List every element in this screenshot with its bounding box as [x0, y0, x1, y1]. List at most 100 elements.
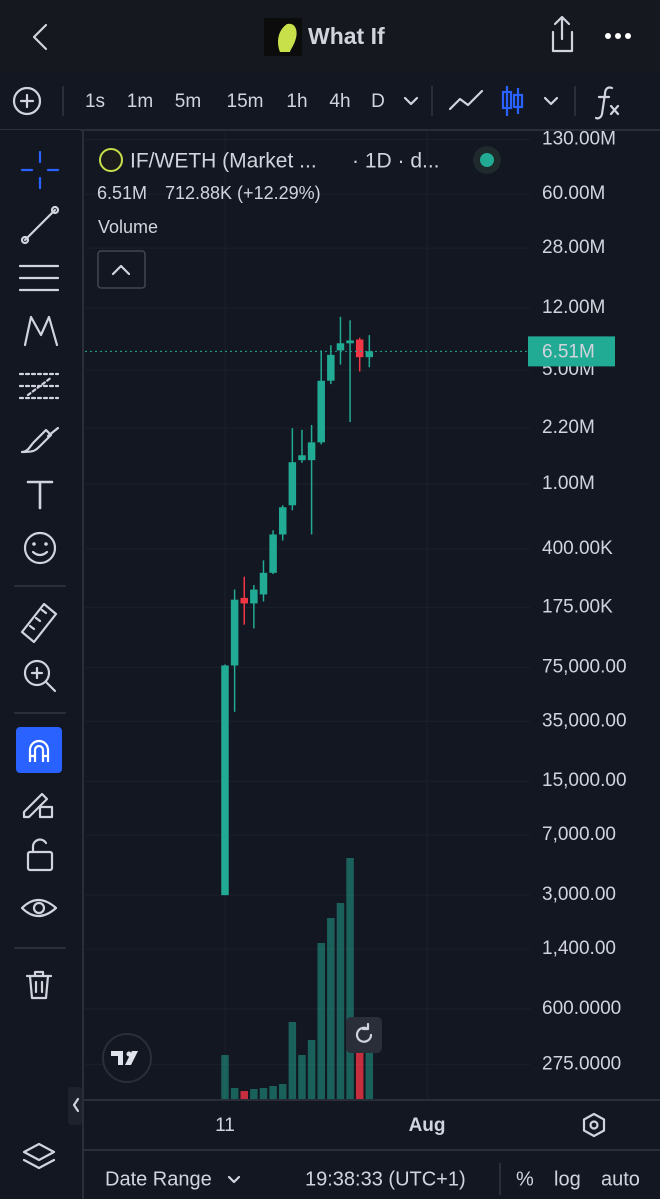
volume-bar: [327, 918, 335, 1100]
drawing-toolbar: [0, 130, 80, 1199]
candle-body: [336, 343, 345, 351]
header-bar: [0, 0, 660, 72]
delete-tool[interactable]: [25, 970, 53, 1000]
tv-logo[interactable]: [102, 1033, 152, 1083]
interval-menu[interactable]: [403, 96, 419, 106]
interval: · 1D · d...: [352, 150, 440, 173]
log-scale[interactable]: log: [554, 1168, 581, 1190]
volume-bar: [250, 1089, 258, 1100]
y-tick-label: 60.00M: [542, 183, 605, 204]
volume-bar: [365, 1050, 374, 1100]
interval[interactable]: 1h: [286, 91, 307, 112]
percent-scale[interactable]: %: [516, 1168, 534, 1190]
smile: [31, 550, 49, 557]
toolbar: [0, 72, 660, 130]
pencil-lock-tool[interactable]: [22, 792, 49, 819]
eye: [32, 542, 36, 546]
x-tick-label: Aug: [409, 1115, 446, 1136]
volume-pane: [221, 858, 374, 1100]
shackle: [31, 838, 48, 854]
brush-tool[interactable]: [20, 426, 60, 454]
back-button[interactable]: [32, 23, 48, 51]
small-lock: [38, 805, 54, 819]
indicator[interactable]: Volume: [98, 217, 158, 237]
interval[interactable]: D: [371, 91, 385, 112]
lock-tool[interactable]: [26, 850, 54, 872]
share-button[interactable]: [551, 15, 574, 53]
interval[interactable]: 5m: [175, 91, 201, 112]
intervals: 1s 1m 5m 15m 1h 4h D: [85, 91, 385, 112]
handle: [20, 235, 30, 245]
interval[interactable]: 15m: [227, 91, 264, 112]
avatar-figure: [278, 23, 297, 52]
candle-body: [365, 351, 374, 358]
y-tick-label: 1,400.00: [542, 938, 616, 959]
volume-bar: [230, 1088, 239, 1100]
line-chart-type[interactable]: [448, 89, 484, 111]
y-tick-label: 35,000.00: [542, 710, 627, 731]
dot: [625, 33, 631, 39]
candle-body: [221, 665, 229, 896]
add-symbol[interactable]: [12, 86, 42, 116]
reset-button[interactable]: [346, 1017, 382, 1053]
y-tick-label: 7,000.00: [542, 824, 616, 845]
y-tick-label: 400.00K: [542, 538, 613, 559]
status-dot: [480, 153, 494, 167]
candle-body: [240, 597, 248, 604]
pattern-tool[interactable]: [23, 315, 59, 347]
y-tick-label: 275.0000: [542, 1053, 621, 1074]
y-tick-label: 130.00M: [542, 128, 616, 149]
y-tick-label: 175.00K: [542, 596, 613, 617]
interval[interactable]: 1s: [85, 91, 105, 112]
candle-body: [278, 507, 287, 535]
volume-bar: [336, 903, 345, 1100]
magnet-icon: [28, 739, 50, 762]
crosshair-tool[interactable]: [20, 150, 60, 190]
last-price-tag: [528, 336, 615, 367]
y-tick-label: 28.00M: [542, 237, 605, 258]
trend-line-tool[interactable]: [23, 208, 57, 242]
dot: [615, 33, 621, 39]
collapse-arrow: [72, 1097, 80, 1113]
last-price-label: 6.51M: [542, 341, 595, 362]
indicators[interactable]: [594, 86, 620, 120]
y-tick-label: 75,000.00: [542, 656, 627, 677]
tv-logo-dot: [126, 1051, 132, 1057]
emoji-tool[interactable]: [23, 531, 57, 565]
ruler-tool[interactable]: [20, 602, 58, 644]
volume-bar: [240, 1091, 248, 1100]
channel-tool[interactable]: [18, 264, 60, 292]
change: 712.88K (+12.29%): [165, 183, 321, 203]
fib-tool[interactable]: [18, 372, 60, 400]
interval[interactable]: 1m: [127, 91, 153, 112]
chart-type-menu[interactable]: [543, 96, 559, 106]
magnet-tool[interactable]: [16, 727, 62, 773]
zoom-tool[interactable]: [23, 659, 51, 687]
candle-chart-type[interactable]: [501, 86, 524, 116]
date-range[interactable]: Date Range: [105, 1168, 212, 1190]
auto-scale[interactable]: auto: [601, 1168, 640, 1190]
price-axis: 130.00M60.00M28.00M12.00M5.00M2.20M1.00M…: [542, 128, 627, 1074]
last-value: 6.51M: [97, 183, 147, 203]
collapse-legend[interactable]: [97, 250, 146, 289]
volume-bar: [346, 858, 354, 1100]
y-tick-label: 600.0000: [542, 998, 621, 1019]
candle-body: [230, 599, 239, 666]
y-tick-label: 12.00M: [542, 297, 605, 318]
chart-settings[interactable]: [582, 1112, 606, 1138]
drawing-tools: [18, 150, 60, 565]
more-button[interactable]: [605, 33, 631, 39]
interval[interactable]: 4h: [329, 91, 350, 112]
visibility-tool[interactable]: [20, 898, 58, 918]
zoom-plus: [30, 666, 57, 693]
volume-bar: [221, 1055, 229, 1100]
candle-body: [346, 340, 354, 344]
handle: [50, 205, 60, 215]
layers[interactable]: [22, 1142, 56, 1170]
symbol[interactable]: IF/WETH (Market ...: [130, 150, 317, 173]
time-axis: 11 Aug: [215, 1115, 445, 1136]
text-tool[interactable]: [26, 480, 54, 510]
dot: [605, 33, 611, 39]
clock[interactable]: 19:38:33 (UTC+1): [305, 1168, 466, 1190]
